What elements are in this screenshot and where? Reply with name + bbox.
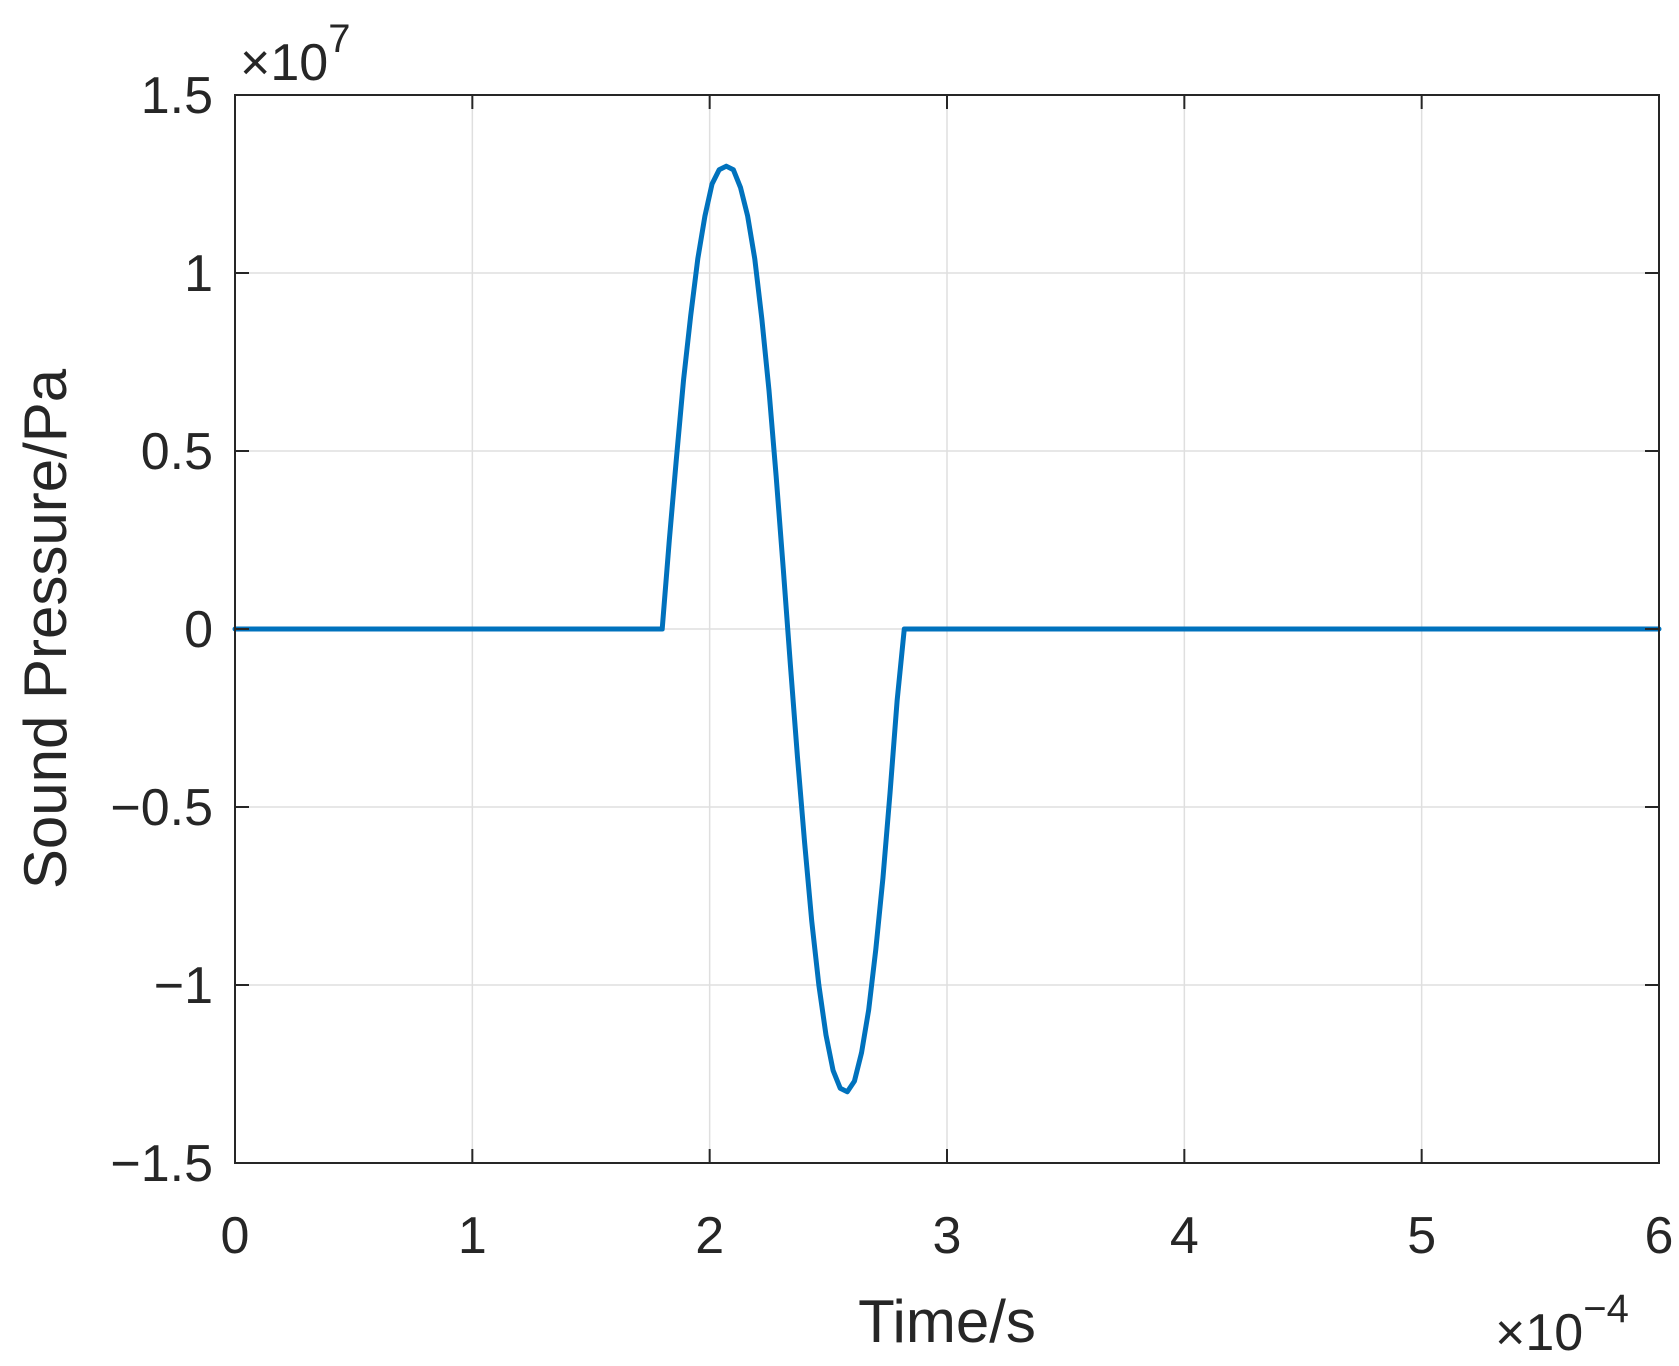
- y-tick-label: 0: [184, 601, 213, 659]
- x-multiplier-base: ×10: [1495, 1304, 1583, 1362]
- y-tick-label: 0.5: [141, 423, 213, 481]
- y-axis-label: Sound Pressure/Pa: [12, 368, 79, 889]
- x-multiplier: ×10−4: [1495, 1287, 1629, 1362]
- y-tick-labels: −1.5 −1 −0.5 0 0.5 1 1.5: [110, 67, 213, 1193]
- series-layer: [232, 163, 1662, 1095]
- svg-text:×107: ×107: [240, 17, 350, 92]
- y-tick-label: 1: [184, 245, 213, 303]
- y-tick-label: 1.5: [141, 67, 213, 125]
- x-tick-labels: 0 1 2 3 4 5 6: [221, 1207, 1674, 1265]
- x-tick-label: 0: [221, 1207, 250, 1265]
- x-tick-label: 6: [1645, 1207, 1674, 1265]
- y-tick-label: −0.5: [110, 779, 213, 837]
- x-multiplier-exponent: −4: [1583, 1287, 1629, 1331]
- series-line: [232, 163, 1662, 1095]
- x-tick-label: 2: [695, 1207, 724, 1265]
- x-tick-label: 5: [1407, 1207, 1436, 1265]
- y-multiplier-base: ×10: [240, 34, 328, 92]
- x-axis-label: Time/s: [858, 1288, 1036, 1355]
- x-tick-label: 3: [933, 1207, 962, 1265]
- y-tick-label: −1.5: [110, 1135, 213, 1193]
- x-tick-label: 1: [458, 1207, 487, 1265]
- y-multiplier: ×107: [240, 17, 350, 92]
- svg-text:×10−4: ×10−4: [1495, 1287, 1629, 1362]
- y-tick-label: −1: [154, 957, 213, 1015]
- x-tick-label: 4: [1170, 1207, 1199, 1265]
- y-multiplier-exponent: 7: [328, 17, 350, 61]
- ticks: [234, 94, 1660, 1164]
